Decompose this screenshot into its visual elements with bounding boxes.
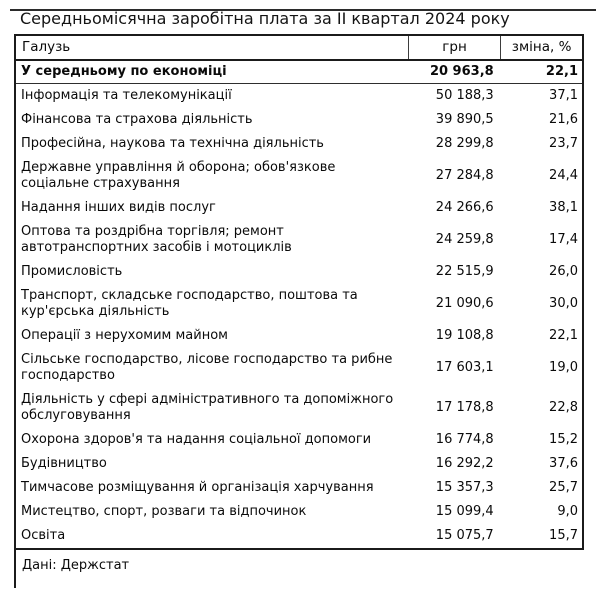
- table-header: Галузь грн зміна, %: [14, 34, 584, 61]
- industry-cell: Будівництво: [21, 456, 107, 471]
- change-cell: 26,0: [549, 264, 578, 279]
- top-border-line: [10, 9, 596, 11]
- uah-cell: 15 075,7: [435, 528, 494, 543]
- uah-cell: 27 284,8: [435, 168, 494, 183]
- industry-cell: Оптова та роздрібна торгівля; ремонт авт…: [21, 224, 292, 255]
- uah-cell: 39 890,5: [435, 112, 494, 127]
- change-cell: 9,0: [557, 504, 578, 519]
- industry-cell: Діяльність у сфері адміністративного та …: [21, 392, 394, 423]
- table-row: Промисловість 22 515,9 26,0: [15, 260, 583, 284]
- wage-table: Галузь грн зміна, % У середньому по екон…: [14, 34, 584, 550]
- change-cell: 19,0: [549, 360, 578, 375]
- uah-cell: 24 266,6: [435, 200, 494, 215]
- table-row: Професійна, наукова та технічна діяльніс…: [15, 132, 583, 156]
- industry-cell: Мистецтво, спорт, розваги та відпочинок: [21, 504, 307, 519]
- change-cell: 24,4: [549, 168, 578, 183]
- summary-industry-cell: У середньому по економіці: [15, 60, 409, 84]
- industry-cell: Сільське господарство, лісове господарст…: [21, 352, 393, 383]
- change-cell: 38,1: [549, 200, 578, 215]
- change-cell: 30,0: [549, 296, 578, 311]
- table-row: Оптова та роздрібна торгівля; ремонт авт…: [15, 220, 583, 260]
- uah-cell: 17 603,1: [435, 360, 494, 375]
- change-cell: 15,7: [549, 528, 578, 543]
- change-cell: 25,7: [549, 480, 578, 495]
- table-row: Мистецтво, спорт, розваги та відпочинок …: [15, 500, 583, 524]
- header-uah: грн: [407, 34, 502, 61]
- industry-cell: Тимчасове розміщування й організація хар…: [21, 480, 374, 495]
- change-cell: 17,4: [549, 232, 578, 247]
- uah-cell: 19 108,8: [435, 328, 494, 343]
- change-cell: 22,1: [549, 328, 578, 343]
- industry-cell: Надання інших видів послуг: [21, 200, 216, 215]
- uah-cell: 15 099,4: [435, 504, 494, 519]
- page-title: Середньомісячна заробітна плата за II кв…: [20, 9, 510, 28]
- header-row: Галузь грн зміна, %: [14, 34, 584, 61]
- industry-cell: Транспорт, складське господарство, пошто…: [21, 288, 358, 319]
- uah-cell: 28 299,8: [435, 136, 494, 151]
- uah-cell: 24 259,8: [435, 232, 494, 247]
- table-row: Освіта 15 075,7 15,7: [15, 524, 583, 549]
- summary-row: У середньому по економіці 20 963,8 22,1: [15, 60, 583, 84]
- header-industry: Галузь: [14, 34, 409, 61]
- summary-change-cell: 22,1: [500, 60, 583, 84]
- uah-cell: 21 090,6: [435, 296, 494, 311]
- industry-cell: Фінансова та страхова діяльність: [21, 112, 253, 127]
- change-cell: 21,6: [549, 112, 578, 127]
- uah-cell: 16 774,8: [435, 432, 494, 447]
- industry-cell: Професійна, наукова та технічна діяльніс…: [21, 136, 324, 151]
- uah-cell: 16 292,2: [435, 456, 494, 471]
- industry-cell: Охорона здоров'я та надання соціальної д…: [21, 432, 372, 447]
- header-change: зміна, %: [500, 34, 584, 61]
- change-cell: 23,7: [549, 136, 578, 151]
- change-cell: 15,2: [549, 432, 578, 447]
- industry-cell: Освіта: [21, 528, 66, 543]
- table-row: Надання інших видів послуг 24 266,6 38,1: [15, 196, 583, 220]
- table-body: У середньому по економіці 20 963,8 22,1 …: [15, 60, 583, 549]
- table-row: Інформація та телекомунікації 50 188,3 3…: [15, 84, 583, 109]
- table-row: Транспорт, складське господарство, пошто…: [15, 284, 583, 324]
- table-row: Тимчасове розміщування й організація хар…: [15, 476, 583, 500]
- uah-cell: 50 188,3: [435, 88, 494, 103]
- industry-cell: Операції з нерухомим майном: [21, 328, 228, 343]
- industry-cell: Інформація та телекомунікації: [21, 88, 232, 103]
- table-row: Охорона здоров'я та надання соціальної д…: [15, 428, 583, 452]
- source-note: Дані: Держстат: [14, 550, 600, 588]
- change-cell: 22,8: [549, 400, 578, 415]
- summary-uah-cell: 20 963,8: [408, 60, 501, 84]
- uah-cell: 17 178,8: [435, 400, 494, 415]
- table-row: Діяльність у сфері адміністративного та …: [15, 388, 583, 428]
- change-cell: 37,1: [549, 88, 578, 103]
- table-row: Будівництво 16 292,2 37,6: [15, 452, 583, 476]
- industry-cell: Державне управління й оборона; обов'язко…: [21, 160, 336, 191]
- table-row: Сільське господарство, лісове господарст…: [15, 348, 583, 388]
- table-row: Фінансова та страхова діяльність 39 890,…: [15, 108, 583, 132]
- uah-cell: 15 357,3: [435, 480, 494, 495]
- table-row: Державне управління й оборона; обов'язко…: [15, 156, 583, 196]
- table-row: Операції з нерухомим майном 19 108,8 22,…: [15, 324, 583, 348]
- uah-cell: 22 515,9: [435, 264, 494, 279]
- change-cell: 37,6: [549, 456, 578, 471]
- industry-cell: Промисловість: [21, 264, 123, 279]
